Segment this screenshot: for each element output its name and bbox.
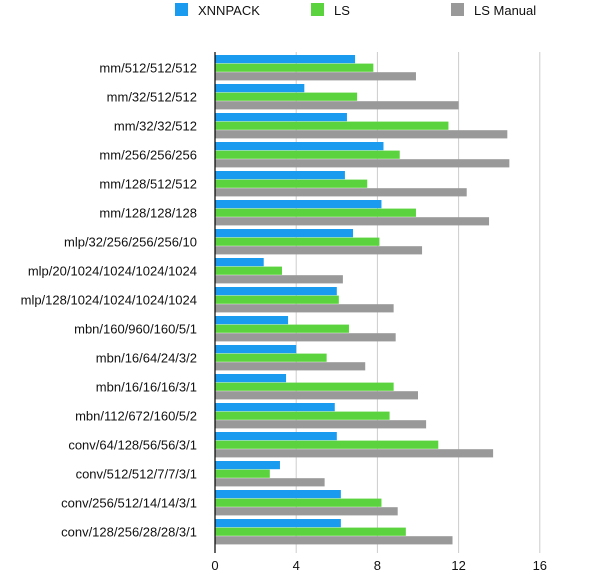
bar-xnnpack-6 [215, 229, 354, 238]
bar-ls-2 [215, 121, 449, 130]
bar-xnnpack-11 [215, 374, 287, 383]
bar-xnnpack-15 [215, 490, 341, 499]
category-labels: mm/512/512/512 mm/32/512/512 mm/32/32/512 m… [21, 60, 197, 539]
category-label: conv/128/256/28/28/3/1 [61, 524, 197, 539]
bar-ls-16 [215, 527, 406, 536]
bar-ls-manual-5 [215, 217, 490, 226]
bar-ls-13 [215, 440, 439, 449]
bar-xnnpack-14 [215, 461, 280, 470]
bar-ls-manual-0 [215, 72, 416, 81]
bar-ls-manual-11 [215, 391, 418, 400]
category-label: conv/512/512/7/7/3/1 [76, 466, 197, 481]
bar-ls-9 [215, 324, 349, 333]
bar-ls-manual-4 [215, 188, 467, 197]
bar-ls-manual-7 [215, 275, 343, 284]
x-tick-label: 12 [451, 558, 465, 573]
legend-swatch-ls-manual [451, 3, 464, 16]
bar-xnnpack-16 [215, 519, 341, 528]
bar-xnnpack-1 [215, 84, 305, 93]
bar-xnnpack-12 [215, 403, 335, 412]
bar-xnnpack-3 [215, 142, 384, 151]
bar-ls-8 [215, 295, 339, 304]
bar-ls-manual-12 [215, 420, 427, 429]
legend-label: LS Manual [474, 3, 536, 18]
bar-ls-manual-8 [215, 304, 394, 313]
bar-ls-4 [215, 179, 368, 188]
category-label: mm/128/512/512 [99, 176, 197, 191]
bar-ls-3 [215, 150, 400, 159]
bars [215, 55, 510, 545]
bar-xnnpack-9 [215, 316, 289, 325]
bar-xnnpack-2 [215, 113, 347, 122]
bar-ls-manual-2 [215, 130, 508, 139]
x-tick-label: 16 [533, 558, 547, 573]
category-label: mm/128/128/128 [99, 205, 197, 220]
category-label: mm/512/512/512 [99, 60, 197, 75]
bar-ls-manual-14 [215, 478, 325, 487]
category-label: mm/256/256/256 [99, 147, 197, 162]
category-label: mm/32/512/512 [107, 89, 197, 104]
category-label: mm/32/32/512 [114, 118, 197, 133]
legend: XNNPACK LS LS Manual [175, 3, 536, 18]
x-tick-labels: 0 4 8 12 16 [211, 558, 547, 573]
bar-xnnpack-4 [215, 171, 345, 180]
bar-ls-manual-16 [215, 536, 453, 545]
bar-xnnpack-13 [215, 432, 337, 441]
category-label: conv/64/128/56/56/3/1 [68, 437, 197, 452]
bar-ls-5 [215, 208, 416, 217]
bar-ls-14 [215, 469, 270, 478]
bar-ls-manual-10 [215, 362, 366, 371]
category-label: mbn/160/960/160/5/1 [74, 321, 197, 336]
bar-ls-1 [215, 92, 358, 101]
x-tick-label: 0 [211, 558, 218, 573]
bar-ls-15 [215, 498, 382, 507]
category-label: mbn/16/16/16/3/1 [96, 379, 197, 394]
legend-label: XNNPACK [198, 3, 260, 18]
bar-xnnpack-5 [215, 200, 382, 209]
category-label: mlp/20/1024/1024/1024/1024 [28, 263, 197, 278]
x-tick-label: 4 [293, 558, 300, 573]
bar-ls-manual-13 [215, 449, 494, 458]
bar-xnnpack-7 [215, 258, 264, 267]
legend-swatch-ls [311, 3, 324, 16]
bar-ls-10 [215, 353, 327, 362]
bar-ls-7 [215, 266, 282, 275]
category-label: mlp/128/1024/1024/1024/1024 [21, 292, 197, 307]
bar-ls-11 [215, 382, 394, 391]
bar-xnnpack-10 [215, 345, 297, 354]
bar-ls-manual-6 [215, 246, 423, 255]
bar-xnnpack-0 [215, 55, 356, 64]
bar-ls-manual-3 [215, 159, 510, 168]
x-tick-label: 8 [374, 558, 381, 573]
bar-ls-12 [215, 411, 390, 420]
legend-label: LS [334, 3, 350, 18]
bar-ls-6 [215, 237, 380, 246]
bar-ls-manual-15 [215, 507, 398, 516]
legend-swatch-xnnpack [175, 3, 188, 16]
category-label: conv/256/512/14/14/3/1 [61, 495, 197, 510]
bar-ls-0 [215, 63, 374, 72]
bar-xnnpack-8 [215, 287, 337, 296]
bar-ls-manual-1 [215, 101, 459, 110]
bar-ls-manual-9 [215, 333, 396, 342]
category-label: mbn/112/672/160/5/2 [75, 408, 197, 423]
category-label: mbn/16/64/24/3/2 [96, 350, 197, 365]
category-label: mlp/32/256/256/256/10 [64, 234, 197, 249]
